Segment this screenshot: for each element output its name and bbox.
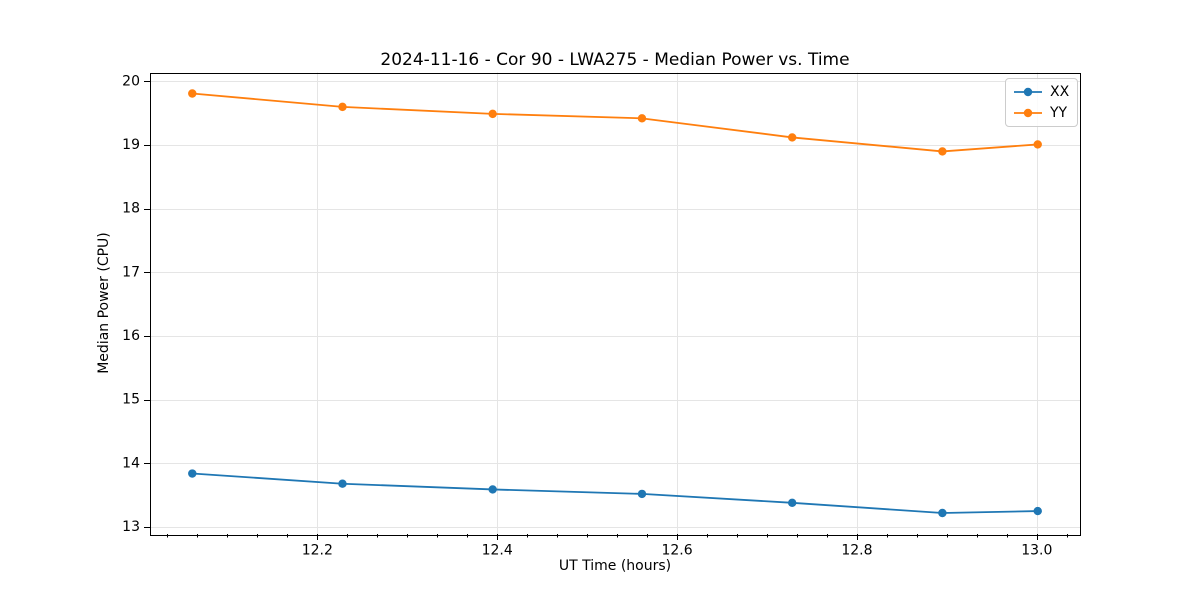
x-tick-label: 12.8 [841, 543, 872, 559]
x-tick-label: 12.2 [302, 543, 333, 559]
data-point-xx [787, 498, 797, 508]
y-tick-label: 14 [122, 455, 140, 471]
data-point-xx [637, 489, 647, 499]
data-point-yy [637, 114, 647, 123]
data-point-yy [188, 89, 197, 98]
data-point-yy [938, 147, 947, 156]
data-point-yy [338, 102, 347, 112]
y-tick-label: 17 [122, 264, 140, 280]
legend-swatch-icon [1014, 87, 1042, 97]
data-point-xx [1033, 506, 1042, 516]
x-tick-label: 12.6 [661, 543, 692, 559]
legend: XX YY [1005, 78, 1079, 127]
legend-item-xx: XX [1013, 82, 1069, 102]
x-tick-label: 13.0 [1021, 543, 1052, 559]
y-tick-label: 16 [122, 328, 140, 344]
data-point-xx [938, 508, 947, 518]
data-point-xx [188, 469, 197, 478]
data-point-yy [488, 109, 497, 119]
axes-frame [150, 73, 1081, 536]
legend-item-yy: YY [1013, 103, 1069, 123]
chart-title: 2024-11-16 - Cor 90 - LWA275 - Median Po… [380, 50, 850, 70]
data-point-yy [787, 133, 797, 142]
data-point-xx [338, 479, 347, 488]
legend-label: YY [1050, 105, 1068, 121]
series-line-yy [192, 92, 1038, 153]
legend-label: XX [1050, 84, 1070, 100]
data-point-xx [488, 485, 497, 494]
y-tick-label: 20 [122, 73, 140, 89]
y-tick-label: 19 [122, 137, 140, 153]
y-tick-label: 13 [122, 519, 140, 535]
legend-swatch-icon [1014, 108, 1042, 118]
series-line-xx [192, 472, 1038, 514]
data-point-yy [1033, 140, 1042, 149]
y-tick-label: 18 [122, 201, 140, 217]
x-axis-label: UT Time (hours) [558, 558, 672, 574]
y-tick-label: 15 [122, 392, 140, 408]
x-tick-label: 12.4 [482, 543, 513, 559]
